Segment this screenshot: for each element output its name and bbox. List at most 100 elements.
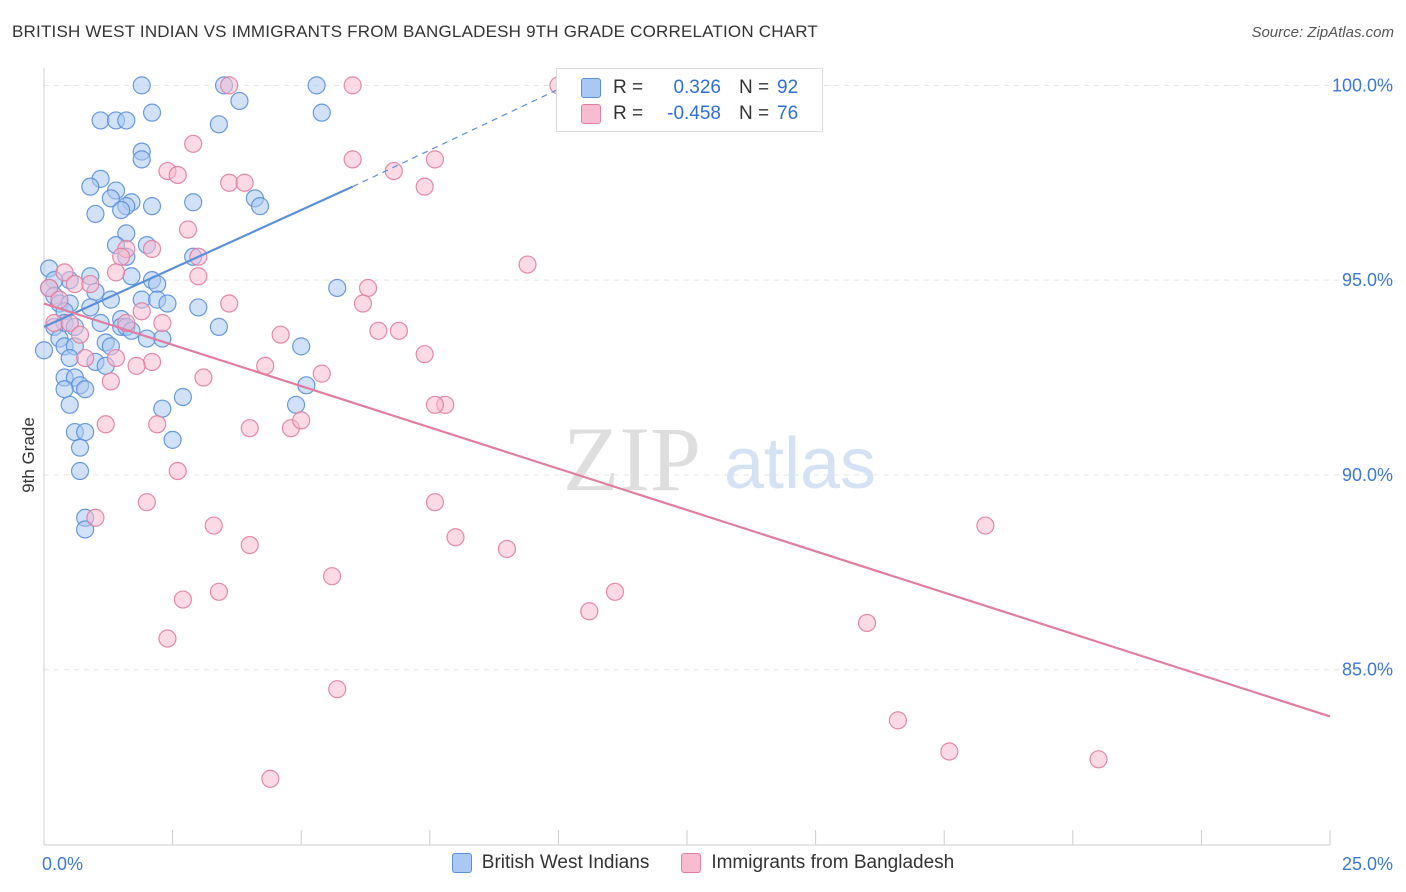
point-series1-47 bbox=[425, 395, 445, 414]
stats-legend: R = 0.326 N = 92 R = -0.458 N = 76 bbox=[556, 68, 823, 132]
n-label: N = bbox=[739, 77, 770, 98]
point-series1-66 bbox=[580, 602, 599, 621]
point-series0-2 bbox=[307, 76, 326, 95]
point-series1-9 bbox=[220, 173, 239, 192]
point-series1-18 bbox=[55, 263, 74, 282]
legend-item-british-west-indians[interactable]: British West Indians bbox=[451, 852, 650, 874]
point-series0-14 bbox=[81, 177, 100, 196]
trend-extension-series0 bbox=[352, 88, 559, 188]
axes bbox=[43, 68, 1331, 846]
point-series1-35 bbox=[271, 325, 290, 344]
legend-swatch-pink bbox=[581, 104, 601, 124]
point-series1-58 bbox=[446, 528, 465, 547]
x-tick-label-0: 0.0% bbox=[42, 854, 83, 874]
point-series1-14 bbox=[142, 239, 162, 259]
point-series0-8 bbox=[117, 111, 136, 130]
point-series1-57 bbox=[204, 516, 223, 535]
point-series0-0 bbox=[132, 76, 151, 95]
point-series1-60 bbox=[497, 539, 517, 559]
legend-label: Immigrants from Bangladesh bbox=[711, 852, 955, 873]
point-series1-52 bbox=[292, 411, 311, 430]
point-series1-68 bbox=[158, 629, 177, 648]
point-series1-26 bbox=[220, 294, 239, 313]
legend-item-bangladesh[interactable]: Immigrants from Bangladesh bbox=[681, 852, 954, 874]
point-series0-64 bbox=[292, 337, 311, 356]
point-series1-44 bbox=[194, 368, 213, 387]
data-points bbox=[34, 76, 1108, 788]
point-series1-54 bbox=[137, 493, 156, 512]
point-series1-1 bbox=[343, 76, 362, 95]
point-series1-45 bbox=[101, 372, 120, 391]
point-series0-23 bbox=[86, 204, 105, 224]
point-series0-15 bbox=[101, 189, 120, 208]
point-series1-67 bbox=[857, 613, 877, 633]
point-series1-28 bbox=[132, 302, 151, 321]
point-series1-61 bbox=[976, 516, 995, 535]
trend-line-series0 bbox=[43, 185, 354, 328]
legend-label: British West Indians bbox=[481, 852, 650, 873]
point-series1-48 bbox=[96, 415, 115, 434]
legend-swatch-pink bbox=[681, 853, 702, 873]
point-series0-37 bbox=[328, 278, 347, 298]
point-series0-9 bbox=[209, 115, 228, 134]
point-series0-50 bbox=[91, 313, 110, 333]
point-series0-22 bbox=[250, 197, 270, 216]
point-series1-72 bbox=[1089, 750, 1108, 769]
point-series1-43 bbox=[312, 364, 331, 383]
series-legend: British West Indians Immigrants from Ban… bbox=[0, 852, 1406, 874]
point-series1-12 bbox=[178, 220, 198, 239]
point-series0-31 bbox=[122, 267, 141, 286]
y-tick-label-3: 100.0% bbox=[1332, 75, 1393, 95]
point-series1-37 bbox=[415, 345, 434, 364]
y-tick-label-2: 95.0% bbox=[1342, 270, 1393, 290]
legend-swatch-blue bbox=[581, 78, 601, 98]
n-label: N = bbox=[739, 103, 770, 124]
point-series0-78 bbox=[153, 399, 172, 418]
point-series1-64 bbox=[209, 582, 228, 601]
point-series1-59 bbox=[240, 535, 259, 555]
point-series1-5 bbox=[425, 150, 445, 169]
point-series1-27 bbox=[353, 294, 373, 313]
stats-row-british-west-indians: R = 0.326 N = 92 bbox=[581, 76, 798, 100]
point-series0-81 bbox=[76, 422, 95, 442]
point-series0-11 bbox=[132, 150, 151, 169]
point-series1-15 bbox=[112, 247, 131, 266]
point-series1-17 bbox=[518, 255, 537, 274]
point-series1-19 bbox=[106, 263, 126, 282]
y-axis-label: 9th Grade bbox=[19, 417, 38, 493]
point-series0-20 bbox=[112, 200, 131, 220]
point-series1-63 bbox=[605, 582, 625, 601]
r-value: -0.458 bbox=[667, 103, 721, 124]
point-series0-5 bbox=[312, 103, 331, 122]
point-series1-31 bbox=[117, 313, 136, 333]
point-series1-41 bbox=[127, 356, 146, 375]
point-series1-53 bbox=[168, 461, 187, 481]
r-label: R = bbox=[613, 103, 644, 124]
n-value: 92 bbox=[777, 77, 799, 98]
watermark-atlas: atlas bbox=[724, 424, 876, 504]
point-series0-21 bbox=[142, 197, 162, 216]
point-series1-62 bbox=[322, 567, 342, 586]
point-series0-84 bbox=[70, 461, 90, 481]
point-series1-39 bbox=[106, 348, 126, 368]
point-series0-73 bbox=[76, 380, 95, 399]
point-series1-20 bbox=[189, 267, 208, 286]
point-series1-40 bbox=[142, 352, 162, 372]
point-series1-56 bbox=[86, 508, 105, 527]
point-series0-74 bbox=[55, 380, 74, 399]
point-series1-65 bbox=[173, 590, 192, 609]
point-series1-21 bbox=[65, 274, 84, 294]
grid-lines bbox=[44, 84, 1395, 671]
point-series0-66 bbox=[34, 341, 54, 360]
stats-row-bangladesh: R = -0.458 N = 76 bbox=[581, 102, 798, 126]
y-tick-label-1: 90.0% bbox=[1342, 465, 1393, 485]
tick-labels: 85.0% 90.0% 95.0% 100.0% 0.0% 25.0% 9th Grade bbox=[19, 75, 1393, 874]
point-series0-52 bbox=[209, 317, 228, 336]
point-series1-49 bbox=[148, 415, 167, 434]
point-series1-3 bbox=[184, 134, 203, 153]
point-series0-83 bbox=[70, 438, 90, 457]
source-label: Source: ZipAtlas.com bbox=[1251, 24, 1394, 41]
point-series1-36 bbox=[70, 325, 90, 344]
point-series0-67 bbox=[60, 348, 79, 368]
